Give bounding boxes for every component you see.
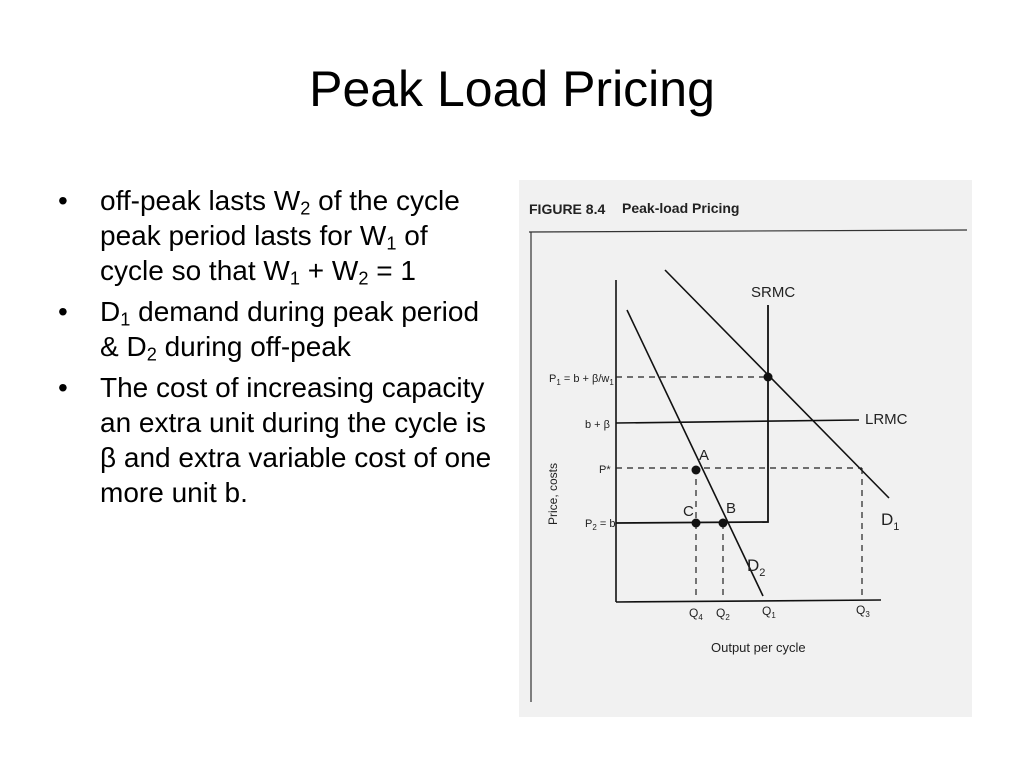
bullet-subscript: 2	[146, 344, 157, 365]
slide-title: Peak Load Pricing	[309, 61, 715, 117]
y-axis-label: Price, costs	[546, 463, 560, 525]
p1-label: P1 = b + β/w1	[549, 373, 614, 387]
srmc-label: SRMC	[751, 284, 795, 301]
bullet-item: • off-peak lasts W2 of the cycle peak per…	[58, 183, 498, 288]
bullet-item: • D1 demand during peak period & D2 durin…	[58, 294, 498, 364]
srmc-curve	[615, 305, 769, 524]
bullet-text: during off-peak	[156, 331, 351, 362]
bullet-subscript: 2	[358, 268, 369, 289]
figure-caption-number: FIGURE 8.4	[529, 201, 605, 217]
peak-load-diagram: FIGURE 8.4 Peak-load Pricing Price, cost…	[528, 200, 968, 702]
bullet-text: of the cycle peak period lasts for W	[100, 185, 460, 251]
bullet-subscript: 1	[289, 268, 300, 289]
d1-label: D1	[881, 510, 899, 533]
figure-frame-top	[528, 229, 968, 233]
pstar-label: P*	[599, 464, 611, 476]
bullet-text: off-peak lasts W	[100, 185, 301, 216]
lrmc-line	[615, 419, 860, 424]
q4-label: Q4	[689, 606, 703, 622]
q1-label: Q1	[762, 604, 776, 620]
b-beta-label: b + β	[585, 419, 610, 431]
point-b	[718, 518, 728, 528]
q3-label: Q3	[856, 603, 870, 619]
lrmc-label: LRMC	[865, 411, 908, 428]
point-a-label: A	[699, 447, 709, 464]
d2-label: D2	[747, 556, 765, 579]
p2-label: P2 = b	[585, 518, 615, 532]
bullet-list: • off-peak lasts W2 of the cycle peak per…	[58, 183, 498, 516]
x-axis-label: Output per cycle	[711, 640, 806, 655]
bullet-text: of cycle so that W	[100, 220, 428, 286]
bullet-text: demand during peak period & D	[100, 296, 480, 362]
q2-label: Q2	[716, 606, 730, 622]
bullet-subscript: 1	[120, 309, 131, 330]
point-b-label: B	[726, 500, 736, 517]
bullet-marker: •	[58, 372, 68, 403]
figure-caption-title: Peak-load Pricing	[622, 200, 739, 216]
bullet-text: = 1	[368, 255, 416, 286]
bullet-subscript: 2	[300, 198, 311, 219]
point-c-label: C	[683, 503, 694, 520]
peak-load-figure: FIGURE 8.4 Peak-load Pricing Price, cost…	[519, 180, 972, 717]
bullet-subscript: 1	[386, 233, 397, 254]
point-c	[691, 518, 701, 528]
srmc-d1-point	[763, 372, 773, 382]
x-axis	[615, 599, 882, 603]
bullet-item: • The cost of increasing capacity an extr…	[58, 370, 498, 510]
bullet-text: The cost of increasing capacity an extra…	[100, 372, 492, 508]
point-a	[691, 465, 701, 475]
d2-curve	[626, 309, 764, 597]
bullet-marker: •	[58, 296, 68, 327]
bullet-marker: •	[58, 185, 68, 216]
bullet-text: + W	[299, 255, 359, 286]
bullet-text: D	[100, 296, 121, 327]
d1-curve	[664, 269, 890, 499]
